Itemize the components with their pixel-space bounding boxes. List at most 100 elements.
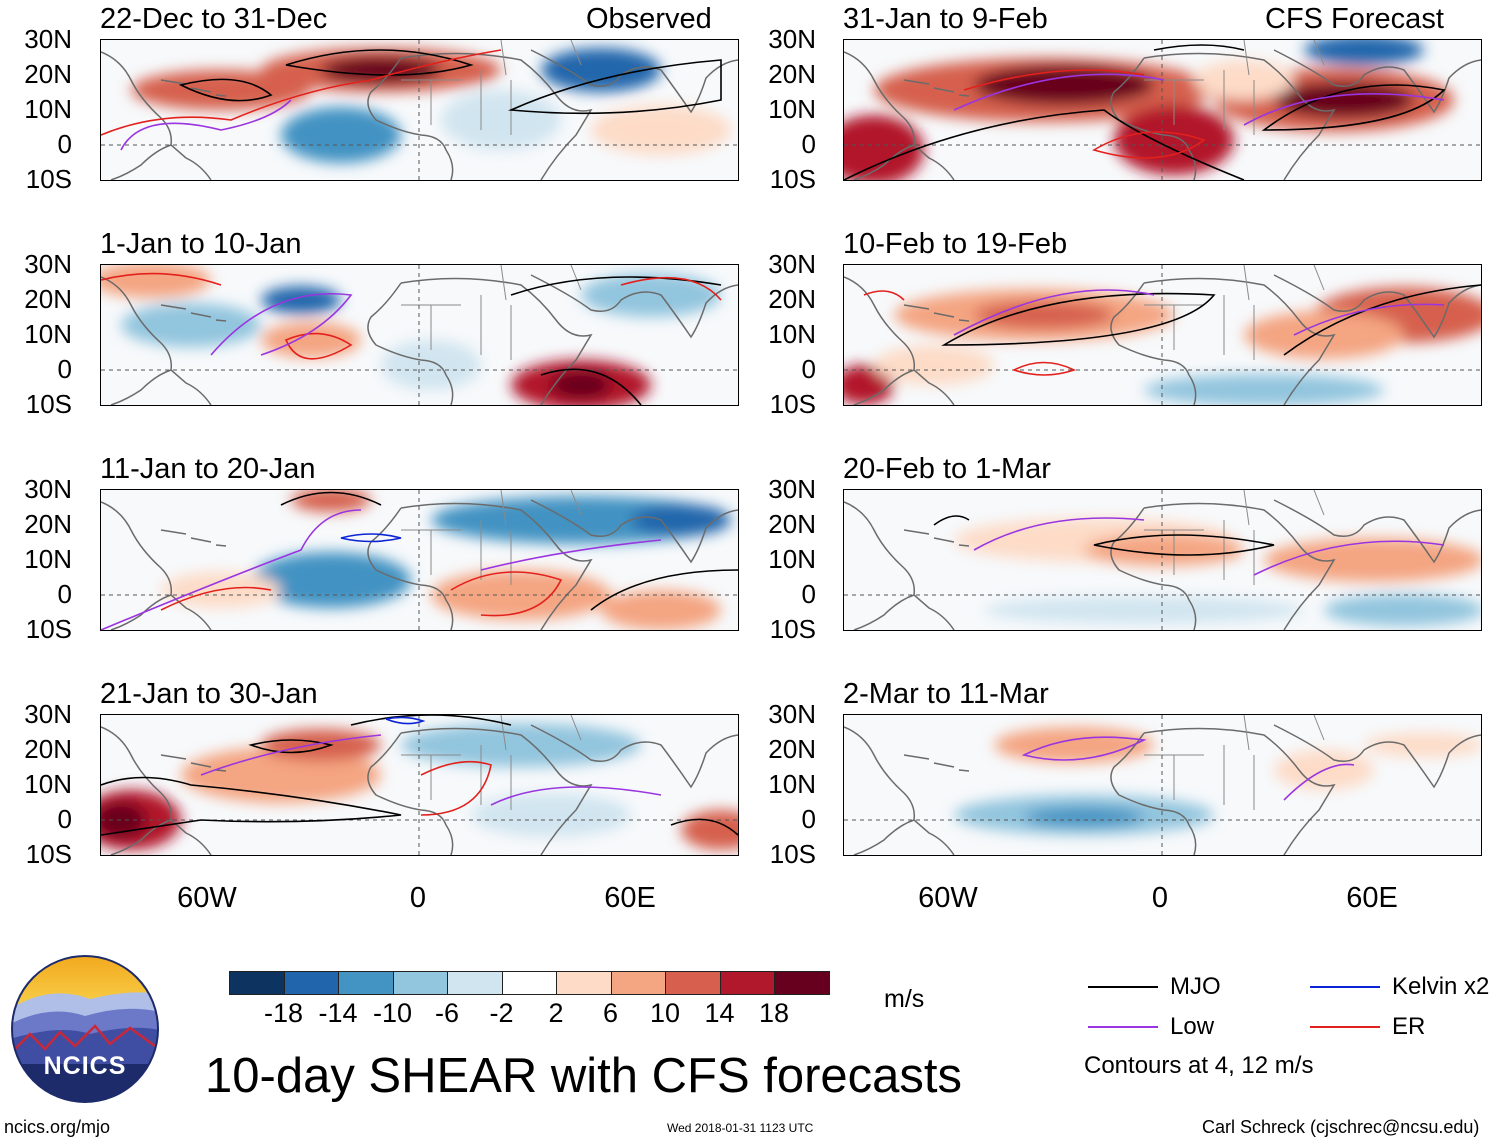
y-tick-20n-left-row3: 20N [24,509,72,539]
y-tick-0-left-row1: 0 [57,129,72,159]
colorbar-tick-label: 18 [758,998,790,1028]
y-tick-30n-right-row1: 30N [768,24,816,54]
panel-title-5: 31-Jan to 9-Feb [843,3,1048,35]
y-tick-10n-right-row1: 10N [768,94,816,124]
colorbar-swatch [392,971,448,995]
panel-title-7: 20-Feb to 1-Mar [843,453,1051,485]
legend-kelvin-label: Kelvin x2 [1392,973,1490,1000]
y-tick-30n-right-row2: 30N [768,249,816,279]
panel-title-3: 11-Jan to 20-Jan [100,453,316,485]
legend-low-line [1088,1026,1158,1028]
y-tick-10n-left-row4: 10N [24,769,72,799]
y-tick-30n-left-row3: 30N [24,474,72,504]
y-tick-30n-left-row4: 30N [24,699,72,729]
colorbar-swatch [338,971,394,995]
map-panel-2 [100,264,739,406]
x-tick-0-left: 0 [409,882,427,914]
legend-low-label: Low [1170,1013,1215,1040]
y-tick-30n-right-row3: 30N [768,474,816,504]
legend-kelvin-line [1310,986,1380,988]
y-tick-0-left-row3: 0 [57,579,72,609]
footer-timestamp: Wed 2018-01-31 1123 UTC [667,1121,814,1135]
x-tick-60e-left: 60E [604,882,656,914]
figure-title: 10-day SHEAR with CFS forecasts [205,1049,963,1103]
y-tick-10n-right-row2: 10N [768,319,816,349]
colorbar-tick-label: -6 [434,998,459,1028]
y-tick-10s-right-row1: 10S [769,164,816,194]
colorbar-swatch [556,971,612,995]
map-panel-4 [100,714,739,856]
map-panel-8 [843,714,1482,856]
contours-note: Contours at 4, 12 m/s [1084,1052,1314,1079]
y-tick-20n-right-row4: 20N [768,734,816,764]
map-panel-7 [843,489,1482,631]
y-tick-0-right-row1: 0 [801,129,816,159]
y-tick-10s-left-row4: 10S [25,839,72,869]
y-tick-20n-right-row3: 20N [768,509,816,539]
y-tick-10n-left-row2: 10N [24,319,72,349]
y-tick-10s-right-row3: 10S [769,614,816,644]
colorbar-swatch [501,971,557,995]
colorbar-tick-label: -14 [318,998,358,1028]
y-tick-20n-left-row4: 20N [24,734,72,764]
colorbar-swatch [719,971,775,995]
colorbar-tick-label: 2 [548,998,564,1028]
logo-text: NCICS [43,1052,127,1080]
colorbar-swatch [610,971,666,995]
colorbar-tick-label: 6 [602,998,619,1028]
y-tick-20n-right-row1: 20N [768,59,816,89]
colorbar-tick-label: 10 [649,998,681,1028]
y-tick-20n-left-row1: 20N [24,59,72,89]
panel-title-2: 1-Jan to 10-Jan [100,228,302,260]
colorbar-swatch [229,971,285,995]
observed-label: Observed [586,3,712,35]
map-panel-3 [100,489,739,631]
map-panel-6 [843,264,1482,406]
y-tick-30n-right-row4: 30N [768,699,816,729]
panel-title-1: 22-Dec to 31-Dec [100,3,328,35]
y-tick-0-left-row4: 0 [57,804,72,834]
colorbar-swatch [665,971,721,995]
colorbar-swatch [447,971,503,995]
colorbar-tick-label: -18 [263,998,304,1028]
map-panel-5 [843,39,1482,181]
y-tick-0-right-row4: 0 [801,804,816,834]
colorbar-tick-label: -10 [372,998,413,1028]
y-tick-10s-left-row3: 10S [25,614,72,644]
y-tick-0-left-row2: 0 [57,354,72,384]
y-tick-30n-left-row1: 30N [24,24,72,54]
legend-mjo-label: MJO [1170,973,1221,1000]
y-tick-20n-right-row2: 20N [768,284,816,314]
x-tick-0-right: 0 [1151,882,1169,914]
x-tick-60w-right: 60W [918,882,978,914]
map-panel-1 [100,39,739,181]
panel-title-4: 21-Jan to 30-Jan [100,678,318,710]
colorbar-swatch [283,971,339,995]
y-tick-10n-left-row3: 10N [24,544,72,574]
ncics-logo: NCICS [10,954,160,1104]
y-tick-10n-left-row1: 10N [24,94,72,124]
panel-title-6: 10-Feb to 19-Feb [843,228,1068,260]
y-tick-20n-left-row2: 20N [24,284,72,314]
legend-mjo-line [1088,986,1158,988]
y-tick-30n-left-row2: 30N [24,249,72,279]
colorbar-tick-label: -2 [489,998,514,1028]
y-tick-10s-left-row2: 10S [25,389,72,419]
colorbar-unit: m/s [884,985,925,1013]
footer-url[interactable]: ncics.org/mjo [4,1117,111,1137]
panel-title-8: 2-Mar to 11-Mar [843,678,1049,710]
y-tick-10n-right-row4: 10N [768,769,816,799]
x-tick-60w-left: 60W [177,882,237,914]
y-tick-0-right-row3: 0 [801,579,816,609]
legend-er-label: ER [1392,1013,1426,1040]
footer-credit: Carl Schreck (cjschrec@ncsu.edu) [1202,1117,1480,1137]
legend-er-line [1310,1026,1380,1028]
y-tick-10n-right-row3: 10N [768,544,816,574]
colorbar-tick-label: 14 [704,998,735,1028]
colorbar-swatch [774,971,830,995]
y-tick-10s-left-row1: 10S [25,164,72,194]
y-tick-10s-right-row2: 10S [769,389,816,419]
cfs-forecast-label: CFS Forecast [1265,3,1444,35]
x-tick-60e-right: 60E [1346,882,1398,914]
y-tick-0-right-row2: 0 [801,354,816,384]
